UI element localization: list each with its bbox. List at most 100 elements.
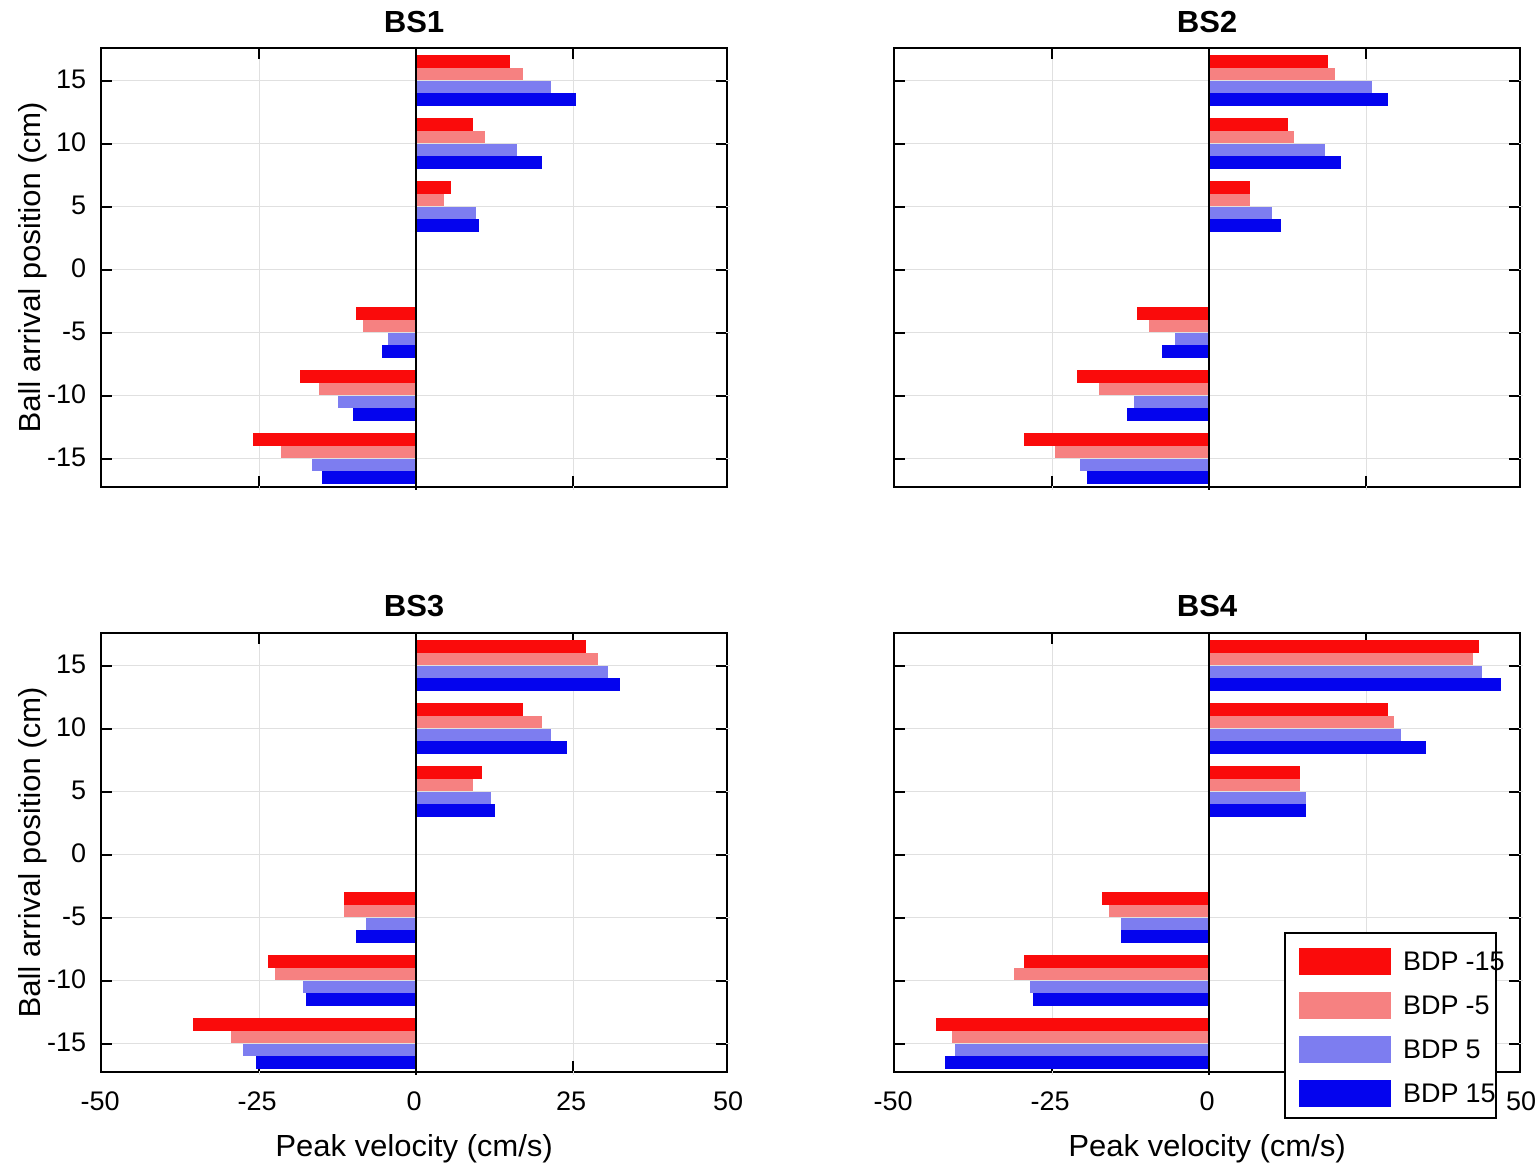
tickmark-right-y5 bbox=[716, 790, 726, 793]
tickmark-left-y15 bbox=[102, 664, 112, 667]
tickmark-bottom-x-25 bbox=[1051, 476, 1053, 486]
ytick-label-0: 0 bbox=[70, 252, 86, 283]
legend-label-bdp5: BDP 5 bbox=[1403, 1034, 1481, 1064]
bar-bs2-y-15-bdp5 bbox=[1080, 458, 1209, 472]
ytick-label--5: -5 bbox=[61, 315, 86, 346]
legend-swatch-bdp-5 bbox=[1299, 992, 1391, 1019]
tickmark-right-y0 bbox=[1509, 268, 1519, 271]
bar-bs3-y10-bdp5 bbox=[416, 728, 551, 742]
bar-bs3-y-15-bdp5 bbox=[243, 1043, 416, 1057]
tickmark-left-y15 bbox=[102, 79, 112, 82]
bar-bs3-y-15-bdp15 bbox=[255, 1056, 416, 1069]
bar-bs1-y5-bdp-15 bbox=[416, 181, 451, 194]
bar-bs3-y15-bdp-5 bbox=[416, 652, 599, 666]
bar-bs4-y10-bdp-15 bbox=[1209, 703, 1388, 716]
bar-bs3-y-10-bdp5 bbox=[303, 980, 416, 994]
tickmark-left-y5 bbox=[102, 790, 112, 793]
tickmark-top-x-25 bbox=[258, 634, 260, 644]
xtick-label-25: 25 bbox=[555, 1086, 587, 1116]
tickmark-bottom-x25 bbox=[1365, 476, 1367, 486]
bar-bs4-y15-bdp-15 bbox=[1209, 640, 1479, 653]
bar-bs1-y10-bdp5 bbox=[416, 143, 517, 157]
bar-bs1-y15-bdp-15 bbox=[416, 55, 511, 68]
bar-bs1-y5-bdp-5 bbox=[416, 193, 445, 207]
bar-bs3-y10-bdp15 bbox=[416, 741, 567, 754]
tickmark-top-x25 bbox=[1365, 49, 1367, 59]
xtick-label--25: -25 bbox=[1030, 1086, 1070, 1116]
bar-bs3-y5-bdp15 bbox=[416, 804, 495, 817]
bar-bs2-y-5-bdp-5 bbox=[1149, 319, 1209, 333]
bar-bs3-y15-bdp15 bbox=[416, 678, 621, 691]
bar-bs4-y-10-bdp-15 bbox=[1023, 955, 1209, 968]
bar-bs4-y-10-bdp15 bbox=[1033, 993, 1209, 1006]
bar-bs3-y-5-bdp-15 bbox=[343, 892, 416, 905]
bar-bs2-y15-bdp5 bbox=[1209, 80, 1373, 94]
tickmark-bottom-x-25 bbox=[258, 476, 260, 486]
tickmark-left-y-5 bbox=[102, 331, 112, 334]
axes-bs1 bbox=[100, 47, 730, 490]
bar-bs1-y-5-bdp-5 bbox=[362, 319, 416, 333]
x-axis-label-bs4: Peak velocity (cm/s) bbox=[1068, 1128, 1346, 1163]
bar-bs3-y10-bdp-15 bbox=[416, 703, 523, 716]
tickmark-right-y-5 bbox=[716, 331, 726, 334]
ytick-label-5: 5 bbox=[70, 189, 86, 220]
tickmark-bottom-x25 bbox=[572, 476, 574, 486]
bar-bs2-y-5-bdp-15 bbox=[1136, 307, 1209, 320]
bar-bs2-y5-bdp15 bbox=[1209, 219, 1282, 232]
tickmark-right-y0 bbox=[716, 268, 726, 271]
bar-bs1-y-10-bdp-15 bbox=[299, 370, 416, 383]
tickmark-right-y5 bbox=[1509, 205, 1519, 208]
tickmark-right-y0 bbox=[716, 853, 726, 856]
tickmark-left-y-15 bbox=[102, 457, 112, 460]
tickmark-top-x-25 bbox=[1051, 49, 1053, 59]
tickmark-bottom-x25 bbox=[572, 1061, 574, 1071]
tickmark-top-x25 bbox=[572, 634, 574, 644]
legend-label-bdp-15: BDP -15 bbox=[1403, 946, 1505, 976]
bar-bs2-y-15-bdp15 bbox=[1086, 471, 1209, 484]
bar-bs1-y-10-bdp-5 bbox=[318, 382, 416, 396]
tickmark-left-y15 bbox=[895, 79, 905, 82]
legend-row-bdp-5: BDP -5 bbox=[1286, 983, 1495, 1027]
bar-bs3-y15-bdp5 bbox=[416, 665, 608, 679]
xtick-label-0: 0 bbox=[406, 1086, 422, 1116]
subplot-title-bs4: BS4 bbox=[1176, 588, 1238, 623]
bar-bs3-y-10-bdp15 bbox=[306, 993, 416, 1006]
tickmark-top-x-25 bbox=[1051, 634, 1053, 644]
bar-bs4-y10-bdp15 bbox=[1209, 741, 1426, 754]
bar-bs3-y-5-bdp5 bbox=[365, 917, 416, 931]
tickmark-left-y-15 bbox=[102, 1042, 112, 1045]
tickmark-right-y-15 bbox=[716, 1042, 726, 1045]
tickmark-left-y5 bbox=[895, 205, 905, 208]
zero-baseline bbox=[415, 49, 417, 490]
legend-swatch-bdp15 bbox=[1299, 1080, 1391, 1107]
tickmark-right-y5 bbox=[716, 205, 726, 208]
tickmark-left-y10 bbox=[102, 727, 112, 730]
bar-bs4-y5-bdp-5 bbox=[1209, 778, 1301, 792]
xtick-label-0: 0 bbox=[1199, 1086, 1215, 1116]
bar-bs2-y-10-bdp15 bbox=[1127, 408, 1209, 421]
ytick-label--15: -15 bbox=[46, 441, 86, 472]
tickmark-left-y0 bbox=[895, 853, 905, 856]
tickmark-right-y-10 bbox=[1509, 394, 1519, 397]
legend-row-bdp5: BDP 5 bbox=[1286, 1027, 1495, 1071]
legend-swatch-bdp5 bbox=[1299, 1036, 1391, 1063]
tickmark-right-y10 bbox=[1509, 142, 1519, 145]
x-axis-label-bs3: Peak velocity (cm/s) bbox=[275, 1128, 553, 1163]
bar-bs1-y10-bdp-5 bbox=[416, 130, 486, 144]
ytick-label-15: 15 bbox=[55, 63, 86, 94]
xtick-label--50: -50 bbox=[80, 1086, 120, 1116]
bar-bs2-y-5-bdp15 bbox=[1161, 345, 1209, 358]
subplot-title-bs1: BS1 bbox=[383, 4, 445, 39]
tickmark-right-y-15 bbox=[1509, 457, 1519, 460]
legend-row-bdp-15: BDP -15 bbox=[1286, 939, 1505, 983]
bar-bs3-y-5-bdp-5 bbox=[343, 904, 416, 918]
bar-bs2-y-5-bdp5 bbox=[1174, 332, 1209, 346]
tickmark-left-y-10 bbox=[102, 394, 112, 397]
bar-bs3-y-10-bdp-15 bbox=[268, 955, 416, 968]
bar-bs4-y15-bdp15 bbox=[1209, 678, 1501, 691]
tickmark-right-y15 bbox=[716, 79, 726, 82]
tickmark-right-y-5 bbox=[1509, 331, 1519, 334]
bar-bs2-y5-bdp5 bbox=[1209, 206, 1272, 220]
tickmark-left-y15 bbox=[895, 664, 905, 667]
